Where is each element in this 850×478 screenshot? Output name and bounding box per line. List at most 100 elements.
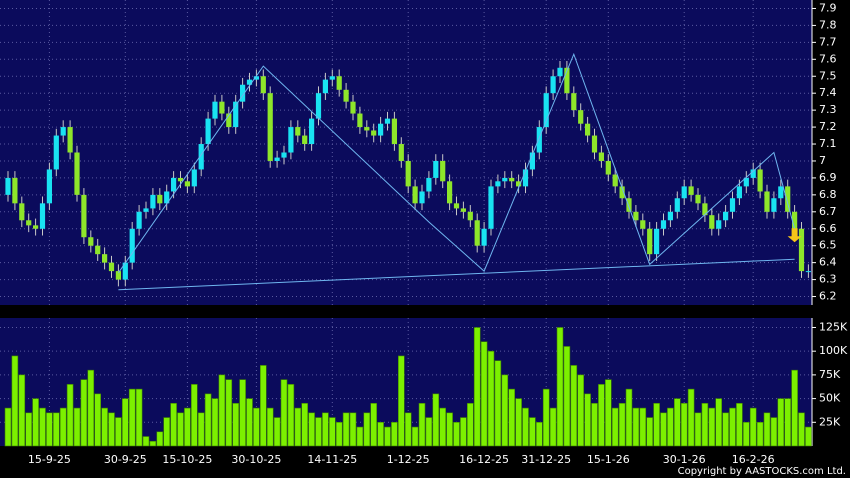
candle-body xyxy=(433,160,439,178)
volume-bar xyxy=(135,388,143,447)
volume-bar xyxy=(604,379,612,447)
candle-body xyxy=(398,144,404,161)
volume-bar xyxy=(653,403,660,447)
y-tick-label: 6.3 xyxy=(819,273,837,286)
volume-bar xyxy=(377,421,384,447)
candle-body xyxy=(605,160,611,175)
trend-line xyxy=(117,52,796,274)
volume-bar xyxy=(128,388,136,447)
y-tick-label: 6.6 xyxy=(819,222,837,235)
y-tick-label: 6.4 xyxy=(819,256,837,269)
candle-body xyxy=(184,181,190,187)
volume-bar xyxy=(535,421,543,447)
volume-bar xyxy=(46,412,53,447)
candle-body xyxy=(5,177,11,195)
volume-bar xyxy=(335,421,343,447)
candle-body xyxy=(108,262,115,272)
candle-body xyxy=(626,198,632,212)
candle-body xyxy=(309,118,315,145)
volume-bar xyxy=(66,384,74,447)
candle-body xyxy=(253,76,259,80)
candle-body xyxy=(529,152,535,170)
candle-body xyxy=(53,135,59,170)
volume-bar xyxy=(25,412,33,447)
candle-body xyxy=(660,220,667,229)
candle-body xyxy=(681,186,687,199)
candle-body xyxy=(716,220,722,229)
candle-body xyxy=(654,228,660,255)
volume-bar xyxy=(142,436,150,447)
candle-body xyxy=(723,211,729,221)
candle-body xyxy=(516,181,522,187)
candle-body xyxy=(281,152,287,158)
volume-bar xyxy=(184,407,191,447)
volume-bar xyxy=(32,398,39,447)
volume-bar xyxy=(59,407,67,447)
volume-bar xyxy=(397,355,405,447)
x-tick-label: 15-10-25 xyxy=(162,453,212,466)
candle-body xyxy=(357,113,363,128)
volume-bar xyxy=(411,426,419,447)
candle-body xyxy=(598,152,604,161)
y-tick-label: 50K xyxy=(819,392,841,405)
candle-body xyxy=(798,228,805,272)
volume-bar xyxy=(466,403,474,447)
volume-bar xyxy=(701,403,709,447)
candle-body xyxy=(522,169,529,187)
candle-body xyxy=(12,177,18,204)
y-tick-label: 7.3 xyxy=(819,103,837,116)
candle-body xyxy=(136,211,142,229)
candle-body xyxy=(736,186,742,199)
y-tick-label: 7.9 xyxy=(819,1,837,14)
volume-bar xyxy=(591,403,598,447)
volume-bar xyxy=(239,379,246,447)
volume-bar xyxy=(805,426,812,447)
candle-body xyxy=(157,194,163,204)
volume-bar xyxy=(549,407,557,447)
y-tick-label: 100K xyxy=(819,344,848,357)
price-panel xyxy=(0,0,812,305)
candle-body xyxy=(640,220,646,229)
candle-body xyxy=(115,271,121,280)
candle-body xyxy=(226,113,232,128)
volume-bar xyxy=(660,412,667,447)
candle-body xyxy=(750,169,756,178)
candle-body xyxy=(591,135,598,153)
volume-bar xyxy=(791,369,798,447)
volume-bar xyxy=(708,407,716,447)
volume-bar xyxy=(232,403,239,447)
volume-bar xyxy=(722,412,729,447)
volume-bar xyxy=(170,403,177,447)
volume-bar xyxy=(149,440,157,447)
volume-bar xyxy=(446,412,453,447)
volume-bar xyxy=(308,412,315,447)
candle-body xyxy=(33,225,39,229)
volume-bar xyxy=(342,412,350,447)
x-tick-label: 16-12-25 xyxy=(459,453,509,466)
candle-body xyxy=(88,237,94,246)
candle-body xyxy=(578,110,584,124)
candle-body xyxy=(219,101,225,114)
candle-body xyxy=(536,127,542,153)
x-tick-label: 15-1-26 xyxy=(587,453,630,466)
candle-body xyxy=(412,186,418,204)
candle-body xyxy=(212,101,218,119)
y-tick-label: 6.9 xyxy=(819,171,837,184)
volume-bar xyxy=(391,421,398,447)
volume-bar xyxy=(522,407,529,447)
volume-bar xyxy=(639,407,647,447)
candle-body xyxy=(695,194,701,204)
volume-bar xyxy=(729,407,736,447)
candle-body xyxy=(440,160,446,182)
candle-body xyxy=(460,208,466,212)
volume-bar xyxy=(418,403,426,447)
candle-body xyxy=(467,211,473,221)
volume-bar xyxy=(770,417,778,447)
volume-bar xyxy=(715,398,723,447)
x-tick-label: 30-1-26 xyxy=(663,453,706,466)
candle-body xyxy=(205,118,211,145)
y-tick-label: 6.7 xyxy=(819,205,837,218)
volume-bar xyxy=(122,398,129,447)
